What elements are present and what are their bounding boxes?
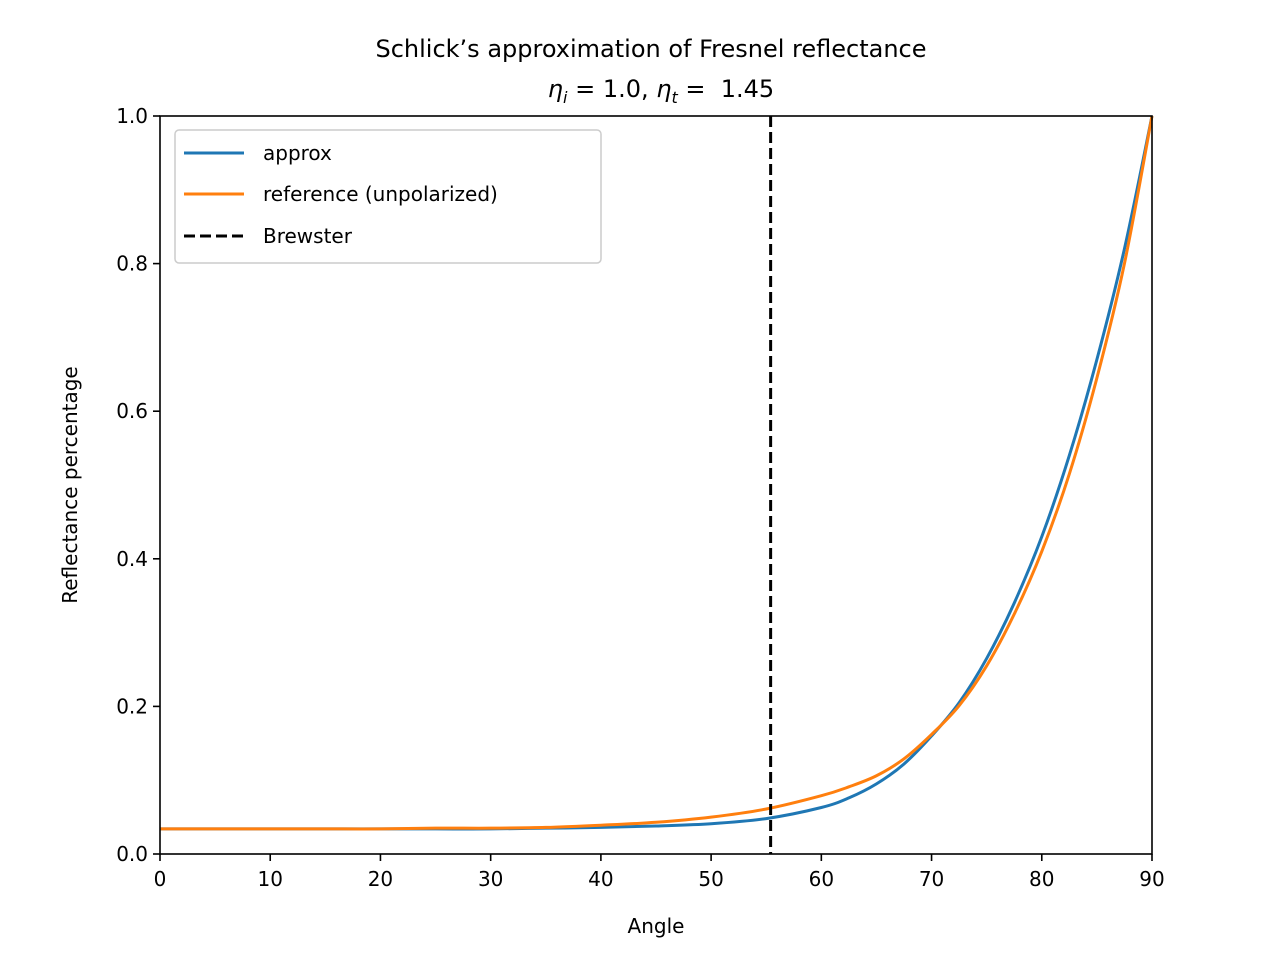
subtitle-eta-t-symbol: η	[656, 75, 671, 103]
subtitle-eta-i-sub: i	[563, 88, 568, 107]
chart-subtitle: ηi = 1.0, ηt = 1.45	[548, 75, 774, 107]
subtitle-eta-i-symbol: η	[548, 75, 563, 103]
series-line-reference	[159, 115, 1154, 831]
x-tick-label: 80	[1029, 867, 1054, 891]
x-tick-label: 50	[698, 867, 723, 891]
x-tick-label: 20	[368, 867, 393, 891]
x-tick-label: 60	[809, 867, 834, 891]
legend: approx reference (unpolarized) Brewster	[174, 129, 602, 264]
x-tick-label: 40	[588, 867, 613, 891]
x-axis-label: Angle	[628, 914, 685, 938]
x-tick-label: 90	[1139, 867, 1164, 891]
series-layer	[159, 115, 1154, 831]
x-tick-label: 0	[154, 867, 167, 891]
y-tick-label: 1.0	[116, 104, 148, 128]
legend-label-approx: approx	[263, 141, 332, 165]
legend-label-reference: reference (unpolarized)	[263, 182, 498, 206]
plot-frame	[159, 115, 1153, 855]
y-tick-label: 0.2	[116, 694, 148, 718]
x-tick-label: 30	[478, 867, 503, 891]
chart-title: Schlick’s approximation of Fresnel refle…	[375, 35, 926, 63]
subtitle-eta-t-rest: = 1.45	[678, 75, 774, 103]
y-tick-label: 0.6	[116, 399, 148, 423]
legend-box	[174, 129, 602, 264]
legend-label-brewster: Brewster	[263, 224, 353, 248]
y-tick-label: 0.0	[116, 842, 148, 866]
x-axis-ticks: 0 10 20 30 40 50 60 70 80 90	[154, 854, 1165, 891]
subtitle-eta-t-sub: t	[671, 88, 678, 107]
x-tick-label: 70	[919, 867, 944, 891]
y-axis-label: Reflectance percentage	[58, 366, 82, 604]
x-tick-label: 10	[257, 867, 282, 891]
y-tick-label: 0.8	[116, 252, 148, 276]
subtitle-eta-i-rest: = 1.0,	[567, 75, 656, 103]
y-axis-ticks: 0.0 0.2 0.4 0.6 0.8 1.0	[116, 104, 160, 866]
y-tick-label: 0.4	[116, 547, 148, 571]
